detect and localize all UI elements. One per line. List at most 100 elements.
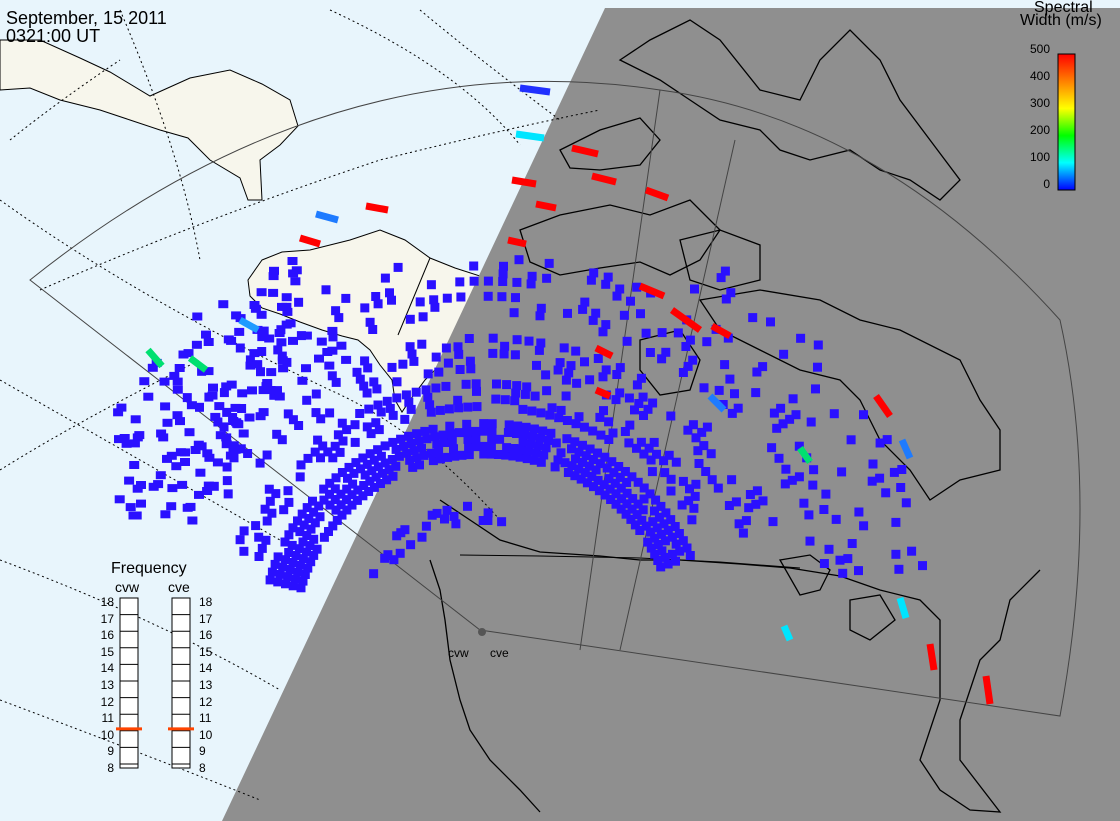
range-gate-cell [702, 422, 712, 432]
range-gate-cell [221, 382, 232, 391]
range-gate-cell [267, 567, 277, 577]
range-gate-cell [663, 525, 673, 535]
range-gate-cell [471, 434, 481, 444]
range-gate-cell [601, 279, 611, 289]
range-gate-cell [659, 456, 669, 466]
range-gate-cell [644, 186, 670, 202]
range-gate-cell [799, 498, 809, 508]
range-gate-cell [408, 462, 418, 472]
range-gate-cell [197, 366, 207, 376]
range-gate-cell [535, 311, 545, 321]
range-gate-cell [664, 450, 674, 460]
range-gate-cell [571, 144, 599, 158]
range-gate-cell [368, 325, 378, 334]
range-gate-cell [768, 517, 778, 527]
range-gate-cell [497, 517, 507, 527]
range-gate-cell [643, 404, 653, 414]
range-gate-cell [304, 514, 314, 523]
range-gate-cell [685, 484, 694, 494]
range-gate-cell [486, 449, 496, 459]
range-gate-cell [518, 404, 528, 414]
range-gate-cell [405, 314, 415, 324]
range-gate-cell [767, 443, 777, 453]
range-gate-cell [298, 234, 322, 248]
range-gate-cell [502, 380, 512, 390]
range-gate-cell [303, 563, 313, 573]
range-gate-cell [201, 330, 211, 339]
range-gate-cell [589, 268, 599, 278]
range-gate-cell [455, 365, 465, 374]
range-gate-cell [223, 489, 233, 499]
range-gate-cell [259, 326, 269, 336]
range-gate-cell [498, 277, 508, 286]
range-gate-cell [387, 295, 396, 305]
range-gate-cell [215, 431, 226, 440]
range-gate-cell [622, 488, 632, 498]
range-gate-cell [522, 454, 532, 464]
range-gate-cell [441, 381, 451, 391]
range-gate-cell [440, 514, 449, 524]
range-gate-cell [691, 479, 701, 489]
range-gate-cell [256, 310, 267, 319]
range-gate-cell [562, 434, 572, 444]
range-gate-cell [264, 334, 275, 343]
range-gate-cell [411, 387, 421, 397]
range-gate-cell [462, 419, 472, 429]
range-gate-cell [701, 467, 711, 476]
range-gate-cell [674, 529, 684, 538]
range-gate-cell [821, 489, 831, 499]
frequency-tick: 9 [107, 744, 114, 759]
range-gate-cell [262, 516, 272, 526]
range-gate-cell [601, 365, 611, 375]
range-gate-cell [192, 312, 203, 321]
range-gate-cell [274, 329, 285, 337]
range-gate-cell [609, 468, 619, 478]
range-gate-cell [778, 419, 788, 429]
range-gate-cell [143, 392, 154, 401]
range-gate-cell [536, 303, 546, 313]
range-gate-cell [337, 510, 347, 520]
range-gate-cell [896, 596, 910, 620]
range-gate-cell [260, 504, 270, 514]
range-gate-cell [222, 407, 232, 417]
range-gate-cell [536, 433, 546, 443]
range-gate-cell [572, 378, 582, 388]
range-gate-cell [637, 515, 647, 525]
range-gate-cell [604, 417, 614, 427]
range-gate-cell [794, 472, 804, 482]
range-gate-cell [335, 447, 345, 457]
range-gate-cell [819, 559, 829, 568]
range-gate-cell [431, 383, 441, 393]
range-gate-cell [238, 429, 249, 438]
range-gate-cell [365, 317, 375, 327]
range-gate-cell [434, 367, 444, 377]
range-gate-cell [422, 434, 432, 444]
range-gate-cell [267, 508, 277, 518]
range-gate-cell [306, 524, 316, 534]
range-gate-cell [202, 449, 213, 458]
range-gate-cell [290, 574, 300, 584]
range-gate-cell [296, 460, 306, 470]
range-gate-cell [454, 403, 464, 413]
range-gate-cell [867, 476, 877, 486]
range-gate-cell [155, 471, 166, 480]
range-gate-cell [891, 549, 901, 559]
range-gate-cell [270, 559, 280, 569]
range-gate-cell [694, 459, 704, 468]
range-gate-cell [648, 398, 658, 408]
range-gate-cell [733, 403, 743, 413]
range-gate-cell [392, 377, 402, 387]
range-gate-cell [175, 417, 185, 426]
range-gate-cell [235, 343, 245, 353]
range-gate-cell [225, 451, 236, 460]
range-gate-cell [175, 448, 186, 457]
frequency-tick: 13 [199, 678, 213, 692]
range-gate-cell [457, 450, 467, 460]
range-gate-cell [653, 556, 663, 565]
range-gate-cell [530, 391, 540, 401]
range-gate-cell [160, 510, 171, 519]
range-gate-cell [318, 441, 328, 451]
range-gate-cell [367, 466, 377, 476]
range-gate-cell [660, 552, 670, 562]
range-gate-cell [671, 457, 681, 467]
